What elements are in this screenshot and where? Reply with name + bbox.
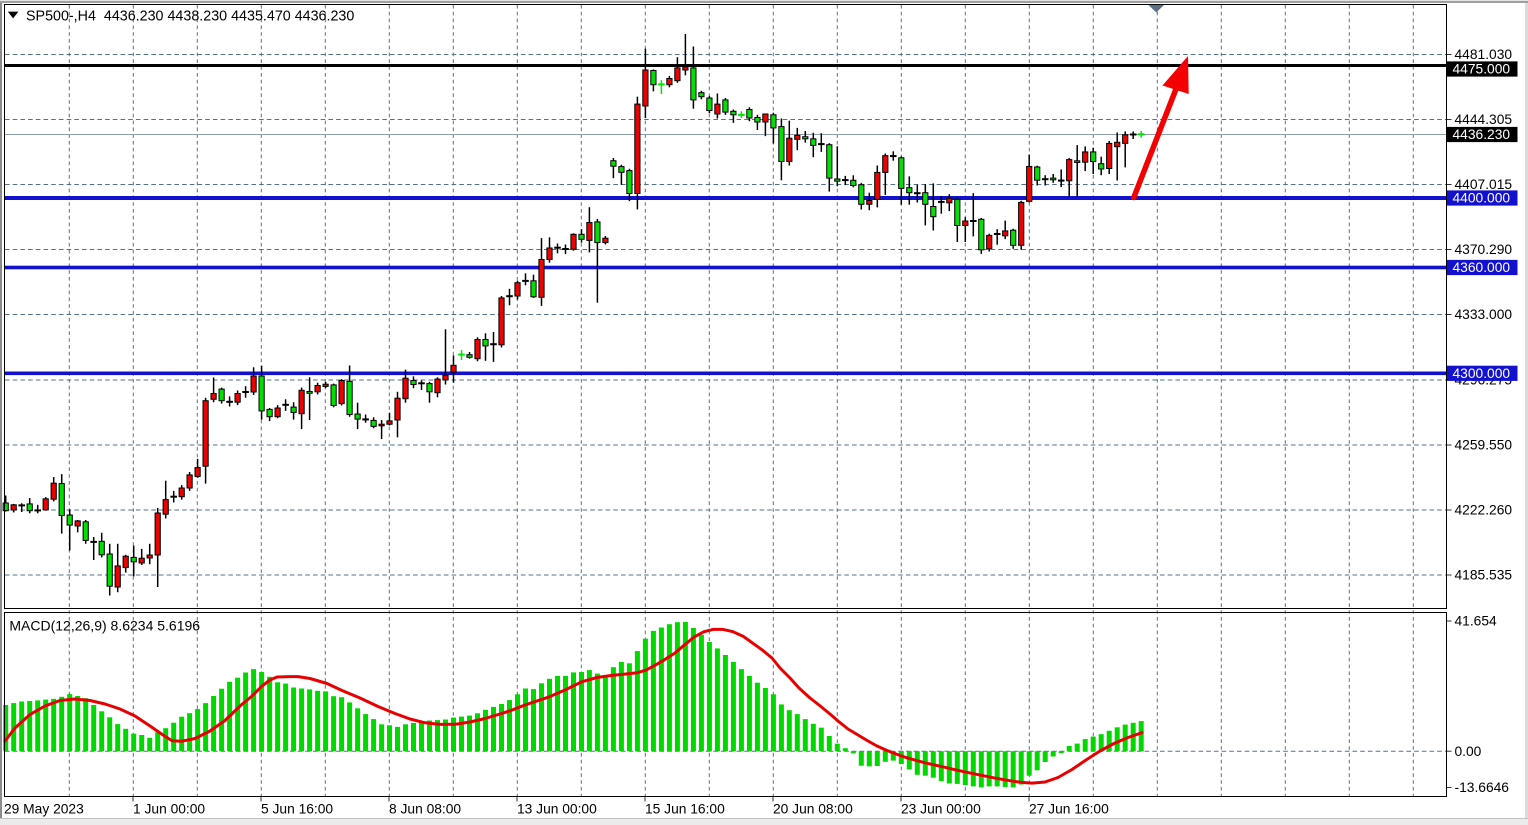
svg-text:20 Jun 08:00: 20 Jun 08:00 [773, 802, 853, 817]
svg-text:4333.000: 4333.000 [1455, 307, 1513, 322]
svg-text:4407.015: 4407.015 [1455, 177, 1513, 192]
svg-text:13 Jun 00:00: 13 Jun 00:00 [517, 802, 597, 817]
svg-text:SP500-,H4 4436.230 4438.230 4: SP500-,H4 4436.230 4438.230 4435.470 443… [26, 9, 354, 25]
svg-text:4444.305: 4444.305 [1455, 112, 1513, 127]
svg-text:8 Jun 08:00: 8 Jun 08:00 [389, 802, 461, 817]
svg-text:41.654: 41.654 [1455, 614, 1498, 629]
svg-text:MACD(12,26,9) 8.6234 5.6196: MACD(12,26,9) 8.6234 5.6196 [9, 618, 200, 634]
svg-text:4481.030: 4481.030 [1455, 47, 1513, 62]
svg-text:23 Jun 00:00: 23 Jun 00:00 [901, 802, 981, 817]
svg-text:4400.000: 4400.000 [1453, 191, 1511, 206]
svg-text:1 Jun 00:00: 1 Jun 00:00 [133, 802, 205, 817]
svg-text:4300.000: 4300.000 [1453, 366, 1511, 381]
svg-text:4222.260: 4222.260 [1455, 503, 1513, 518]
svg-text:4370.290: 4370.290 [1455, 242, 1513, 257]
svg-text:4475.000: 4475.000 [1453, 62, 1511, 77]
svg-text:-13.6646: -13.6646 [1455, 780, 1510, 795]
svg-text:27 Jun 16:00: 27 Jun 16:00 [1029, 802, 1109, 817]
svg-text:4185.535: 4185.535 [1455, 568, 1513, 583]
svg-text:4360.000: 4360.000 [1453, 260, 1511, 275]
svg-text:29 May 2023: 29 May 2023 [4, 802, 84, 817]
svg-text:5 Jun 16:00: 5 Jun 16:00 [261, 802, 333, 817]
svg-text:15 Jun 16:00: 15 Jun 16:00 [645, 802, 725, 817]
svg-text:4436.230: 4436.230 [1453, 127, 1511, 142]
svg-text:0.00: 0.00 [1455, 744, 1482, 759]
svg-text:4259.550: 4259.550 [1455, 438, 1513, 453]
